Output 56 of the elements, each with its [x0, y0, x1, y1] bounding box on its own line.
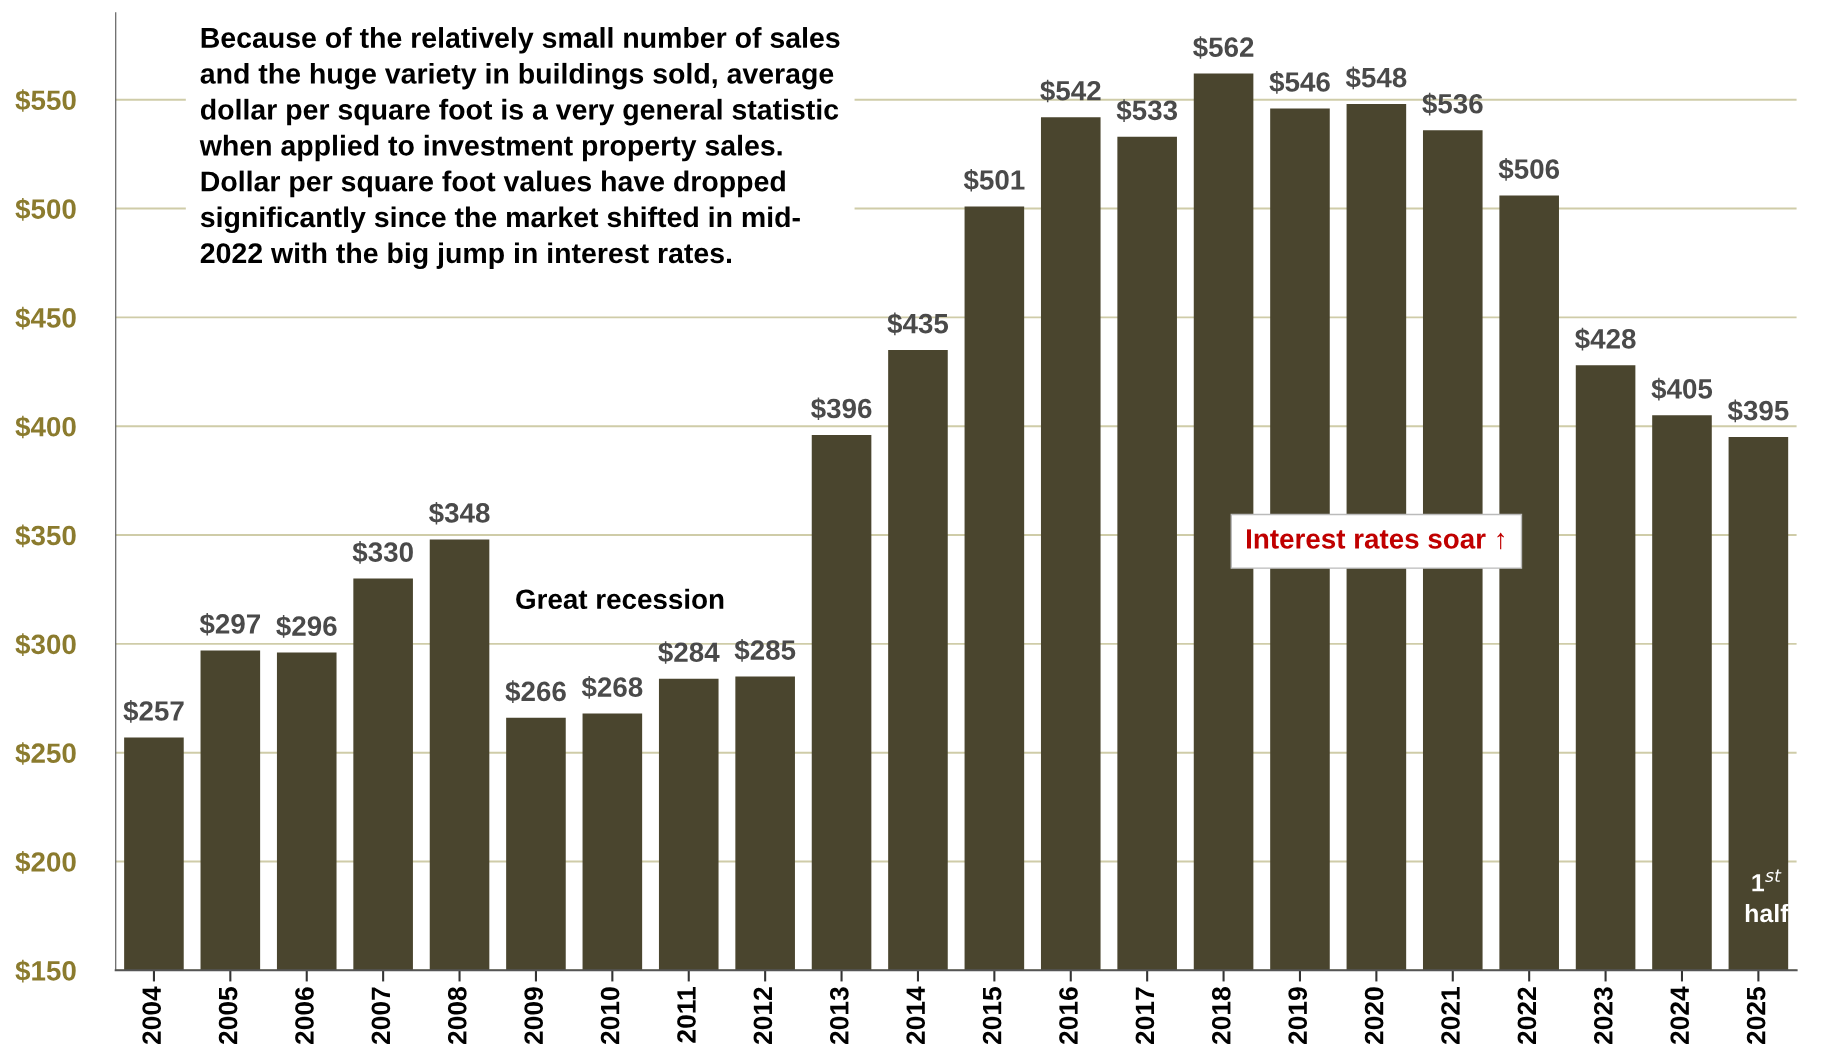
y-tick-label: $150: [15, 959, 76, 983]
data-label: $284: [658, 641, 720, 664]
y-tick-label: $500: [15, 198, 76, 221]
x-tick-label: 2022: [1517, 987, 1537, 1045]
data-label: $501: [963, 168, 1025, 192]
data-label: $268: [581, 676, 643, 699]
data-label: $330: [352, 541, 413, 564]
x-tick-label: 2016: [1059, 987, 1078, 1045]
y-tick-label: $300: [15, 633, 76, 656]
x-tick-label: 2021: [1441, 987, 1460, 1045]
y-tick-label: $550: [15, 89, 76, 112]
y-tick-label: $400: [15, 415, 76, 439]
x-tick-label: 2017: [1135, 987, 1155, 1045]
x-tick-label: 2007: [371, 987, 391, 1045]
data-label: $542: [1040, 79, 1101, 103]
data-label: $257: [123, 699, 184, 723]
data-label: $396: [811, 397, 872, 421]
data-label: $348: [429, 501, 490, 525]
x-tick-label: 2025: [1746, 987, 1766, 1045]
x-tick-label: 2012: [753, 987, 773, 1045]
data-label: $533: [1116, 99, 1178, 122]
data-label: $506: [1498, 158, 1560, 181]
x-tick-label: 2019: [1288, 987, 1308, 1045]
data-label: $428: [1575, 327, 1636, 351]
x-tick-label: 2004: [142, 986, 162, 1045]
x-tick-label: 2005: [218, 987, 238, 1045]
data-label: $405: [1651, 377, 1713, 401]
annotation: Because of the relatively small number of sales and the huge variety in buildings sold, average dollar per square foot is a very general statistic when applied to investment property sales. Dollar per square foot values have dropped significantly since the market shifted in mid- 2022 with the big jump in interest rates.: [199, 27, 840, 270]
annotation: Interest rates soar ↑: [1247, 529, 1504, 550]
data-label: $548: [1345, 66, 1407, 90]
data-label: $546: [1269, 70, 1330, 94]
x-tick-label: 2013: [829, 987, 849, 1045]
data-label: $266: [505, 680, 566, 704]
data-label: $285: [734, 639, 796, 662]
x-tick-label: 2009: [524, 987, 544, 1045]
x-tick-label: 2018: [1211, 987, 1231, 1045]
y-tick-label: $200: [15, 850, 76, 874]
x-tick-label: 2023: [1593, 987, 1613, 1045]
annotation: Great recession: [516, 588, 724, 610]
data-label: $395: [1727, 399, 1789, 423]
x-tick-label: 2006: [295, 987, 314, 1045]
x-tick-label: 2020: [1364, 987, 1384, 1045]
x-tick-label: 2010: [600, 987, 620, 1045]
data-label: $297: [199, 612, 261, 636]
data-label: $536: [1422, 92, 1483, 116]
x-tick-label: 2011: [677, 987, 696, 1043]
data-label: $296: [276, 615, 337, 638]
x-tick-label: 2008: [447, 987, 467, 1045]
data-label: $562: [1193, 36, 1254, 59]
x-tick-label: 2014: [906, 986, 926, 1045]
x-tick-label: 2015: [982, 987, 1002, 1045]
x-tick-label: 2024: [1670, 986, 1690, 1045]
y-tick-label: $250: [15, 742, 76, 765]
data-label: $435: [887, 312, 949, 336]
y-tick-label: $350: [15, 524, 76, 548]
y-tick-label: $450: [15, 306, 76, 330]
